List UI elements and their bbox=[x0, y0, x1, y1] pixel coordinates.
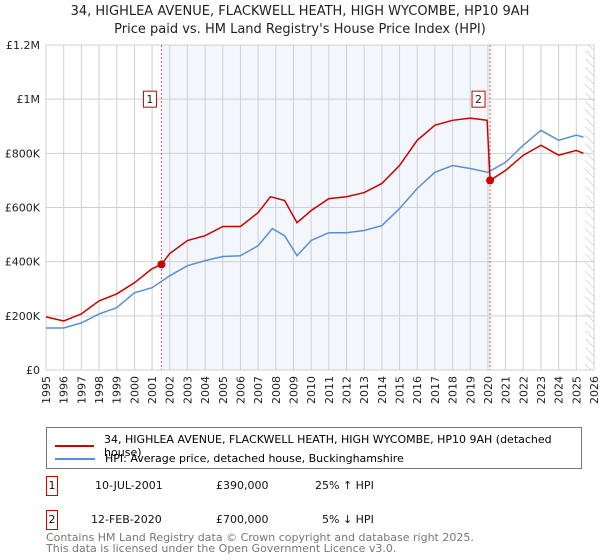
x-tick-label: 1995 bbox=[40, 376, 53, 404]
x-tick-label: 2018 bbox=[447, 376, 460, 404]
legend-item-property: 34, HIGHLEA AVENUE, FLACKWELL HEATH, HIG… bbox=[55, 433, 581, 459]
x-tick-label: 2008 bbox=[270, 376, 283, 404]
x-tick-label: 2001 bbox=[146, 376, 159, 404]
x-tick-label: 2009 bbox=[287, 376, 300, 404]
sale-date: 10-JUL-2001 bbox=[95, 479, 163, 492]
sale-badge: 1 bbox=[46, 476, 58, 496]
x-tick-label: 2016 bbox=[411, 376, 424, 404]
property-price-line bbox=[45, 117, 584, 322]
x-tick-label: 2005 bbox=[217, 376, 230, 404]
x-tick-label: 2020 bbox=[482, 376, 495, 404]
y-tick-label: £0 bbox=[26, 364, 40, 377]
sale-price: £390,000 bbox=[216, 479, 269, 492]
sale-price: £700,000 bbox=[216, 513, 269, 526]
footer-text: Contains HM Land Registry data © Crown c… bbox=[46, 532, 474, 554]
x-tick-label: 2007 bbox=[252, 376, 265, 404]
sale-marker-badge bbox=[471, 90, 486, 108]
x-tick-label: 2003 bbox=[181, 376, 194, 404]
sale-marker-badge bbox=[142, 90, 157, 108]
chart-subtitle: Price paid vs. HM Land Registry's House … bbox=[114, 22, 486, 37]
hpi-line bbox=[46, 129, 584, 329]
sale-marker-label: 2 bbox=[475, 93, 482, 106]
y-tick-label: £1.2M bbox=[6, 39, 40, 52]
legend: 34, HIGHLEA AVENUE, FLACKWELL HEATH, HIG… bbox=[46, 427, 582, 469]
footer-copyright: Contains HM Land Registry data © Crown c… bbox=[46, 531, 474, 544]
sale-hpi: 25% ↑ HPI bbox=[315, 479, 374, 492]
x-tick-label: 1996 bbox=[58, 376, 71, 404]
chart-title: 34, HIGHLEA AVENUE, FLACKWELL HEATH, HIG… bbox=[70, 4, 530, 19]
x-tick-label: 2019 bbox=[464, 376, 477, 404]
x-tick-label: 2006 bbox=[234, 376, 247, 404]
x-tick-label: 2013 bbox=[358, 376, 371, 404]
x-tick-label: 1997 bbox=[75, 376, 88, 404]
legend-item-hpi: HPI: Average price, detached house, Buck… bbox=[55, 452, 404, 465]
sale-marker-label: 1 bbox=[146, 93, 153, 106]
x-tick-label: 2025 bbox=[570, 376, 583, 404]
x-tick-label: 2012 bbox=[341, 376, 354, 404]
y-tick-label: £600K bbox=[5, 202, 41, 215]
x-tick-label: 2017 bbox=[429, 376, 442, 404]
x-tick-label: 2022 bbox=[517, 376, 530, 404]
x-tick-label: 2023 bbox=[535, 376, 548, 404]
x-tick-label: 2015 bbox=[394, 376, 407, 404]
sale-point bbox=[157, 260, 166, 269]
legend-label-hpi: HPI: Average price, detached house, Buck… bbox=[105, 452, 404, 465]
sale-hpi: 5% ↓ HPI bbox=[322, 513, 374, 526]
x-tick-label: 2011 bbox=[323, 376, 336, 404]
footer-licence: This data is licensed under the Open Gov… bbox=[46, 542, 397, 555]
blue-line-swatch bbox=[55, 457, 95, 460]
x-tick-label: 1999 bbox=[111, 376, 124, 404]
y-tick-label: £400K bbox=[5, 256, 41, 269]
y-tick-label: £800K bbox=[5, 147, 41, 160]
x-tick-label: 2021 bbox=[500, 376, 513, 404]
sale-point bbox=[486, 176, 495, 185]
red-line-swatch bbox=[55, 445, 95, 447]
x-tick-label: 2004 bbox=[199, 376, 212, 404]
sale-badge: 2 bbox=[46, 510, 58, 530]
x-tick-label: 2002 bbox=[164, 376, 177, 404]
sale-row-1: 1 10-JUL-2001 £390,000 25% ↑ HPI bbox=[46, 476, 600, 496]
x-tick-label: 2010 bbox=[305, 376, 318, 404]
sale-date: 12-FEB-2020 bbox=[91, 513, 162, 526]
legend-label-property: 34, HIGHLEA AVENUE, FLACKWELL HEATH, HIG… bbox=[104, 433, 552, 459]
y-tick-label: £1M bbox=[17, 93, 41, 106]
x-tick-label: 2026 bbox=[588, 376, 600, 404]
x-tick-label: 2024 bbox=[553, 376, 566, 404]
y-tick-label: £200K bbox=[5, 310, 41, 323]
x-tick-label: 2014 bbox=[376, 376, 389, 404]
x-tick-label: 2000 bbox=[128, 376, 141, 404]
x-tick-label: 1998 bbox=[93, 376, 106, 404]
sale-row-2: 2 12-FEB-2020 £700,000 5% ↓ HPI bbox=[46, 510, 600, 530]
price-chart: 1995 1996 1997 1998 1999 2000 2001 2002 2003 2004… bbox=[5, 39, 600, 404]
